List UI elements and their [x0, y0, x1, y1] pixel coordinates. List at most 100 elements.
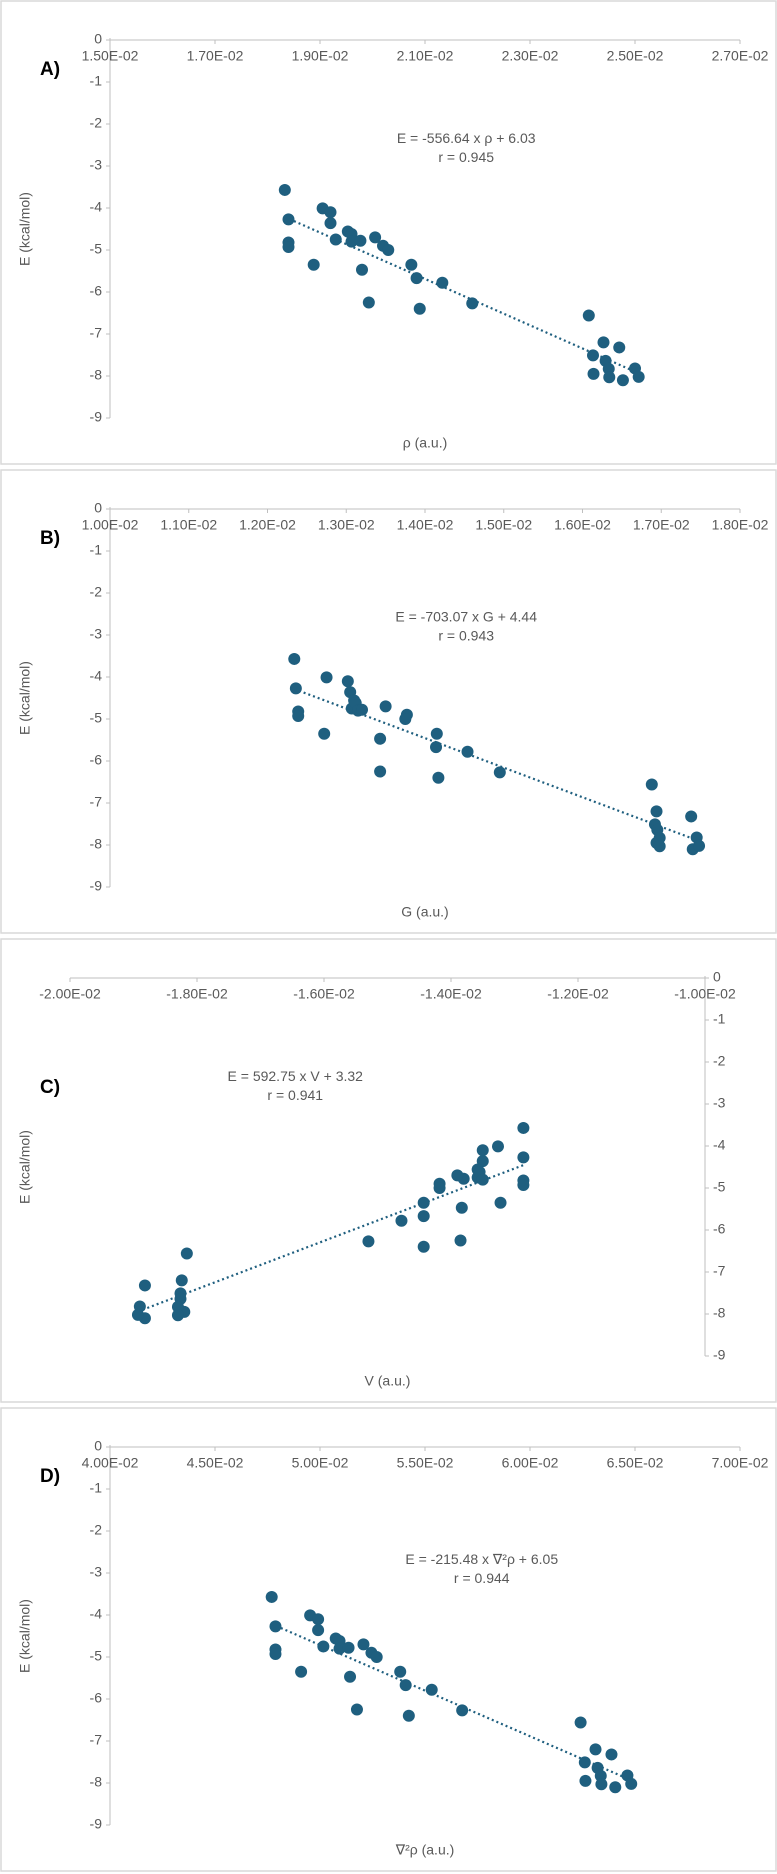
y-tick-label: -4 — [90, 668, 103, 684]
panel-letter: A) — [40, 59, 60, 80]
data-point — [432, 771, 445, 784]
x-axis-label: G (a.u.) — [401, 904, 448, 920]
data-point — [436, 276, 449, 289]
y-tick-label: -3 — [90, 1564, 103, 1580]
y-axis-label: E (kcal/mol) — [17, 192, 33, 266]
data-point — [645, 778, 658, 791]
y-tick-label: -9 — [90, 878, 103, 894]
data-point — [579, 1774, 592, 1787]
data-point — [288, 652, 301, 665]
x-tick-label: -2.00E-02 — [39, 986, 101, 1002]
y-tick-label: -9 — [713, 1347, 726, 1363]
y-axis-label: E (kcal/mol) — [17, 661, 33, 735]
x-tick-label: 1.50E-02 — [475, 517, 532, 533]
data-point — [616, 374, 629, 387]
data-point — [461, 745, 474, 758]
x-tick-label: -1.60E-02 — [293, 986, 355, 1002]
y-tick-label: 0 — [94, 1438, 102, 1454]
data-point — [693, 839, 706, 852]
data-point — [433, 1182, 446, 1194]
data-point — [609, 1781, 622, 1794]
data-point — [333, 1642, 346, 1655]
x-tick-label: 1.00E-02 — [82, 517, 139, 533]
data-point — [180, 1247, 193, 1260]
y-tick-label: -1 — [90, 542, 103, 558]
data-point — [320, 671, 333, 684]
x-axis-label: V (a.u.) — [365, 1373, 411, 1389]
data-point — [417, 1240, 430, 1253]
x-tick-label: 2.30E-02 — [502, 48, 559, 64]
data-point — [517, 1179, 530, 1192]
data-point — [345, 235, 358, 248]
y-tick-label: -5 — [90, 241, 103, 257]
data-point — [356, 263, 368, 276]
y-tick-label: -7 — [90, 794, 103, 810]
x-tick-label: 1.20E-02 — [239, 517, 296, 533]
data-point — [131, 1308, 144, 1321]
y-tick-label: -4 — [713, 1137, 726, 1153]
y-tick-label: -1 — [90, 73, 103, 89]
x-tick-label: 5.50E-02 — [397, 1455, 454, 1471]
panel-border — [0, 1407, 777, 1872]
x-tick-label: 1.80E-02 — [712, 517, 769, 533]
y-tick-label: -6 — [713, 1221, 726, 1237]
data-point — [394, 1665, 407, 1678]
data-point — [402, 1709, 415, 1722]
data-point — [587, 349, 599, 362]
data-point — [379, 700, 392, 713]
y-axis-label: E (kcal/mol) — [17, 1130, 33, 1204]
x-tick-label: 1.90E-02 — [292, 48, 349, 64]
data-point — [574, 1716, 587, 1729]
panel-border — [0, 469, 777, 934]
chart-panel: 0 -1 -2 -3 -4 -5 -6 -7 -8 -9 1.50E-02 1.70E-02 1.90E… — [0, 0, 777, 465]
data-point — [292, 710, 305, 723]
regression-annotation: r = 0.943 — [438, 628, 494, 644]
data-point — [312, 1613, 325, 1626]
data-point — [476, 1144, 489, 1157]
x-tick-label: 5.00E-02 — [292, 1455, 349, 1471]
data-point — [517, 1121, 530, 1134]
y-tick-label: -5 — [90, 1648, 103, 1664]
regression-annotation: r = 0.945 — [438, 149, 494, 165]
data-point — [595, 1778, 608, 1791]
data-point — [344, 1670, 357, 1683]
regression-annotation: E = -556.64 x ρ + 6.03 — [397, 130, 536, 146]
data-point — [324, 206, 337, 219]
y-tick-label: -3 — [713, 1095, 726, 1111]
y-tick-label: 0 — [713, 969, 721, 985]
data-point — [369, 231, 382, 244]
data-point — [289, 682, 302, 695]
y-tick-label: -2 — [90, 1522, 103, 1538]
y-tick-label: 0 — [94, 500, 102, 516]
data-point — [329, 233, 342, 246]
data-point — [653, 831, 666, 844]
regression-annotation: E = -703.07 x G + 4.44 — [395, 609, 537, 625]
y-tick-label: -5 — [90, 710, 103, 726]
chart-panel: 0 -1 -2 -3 -4 -5 -6 -7 -8 -9 -2.00E-02 -1.80E-02 -1.… — [0, 938, 777, 1403]
data-point — [451, 1169, 464, 1182]
data-point — [603, 371, 616, 384]
y-tick-label: -7 — [713, 1263, 726, 1279]
data-point — [399, 713, 412, 725]
data-point — [582, 309, 595, 322]
panel-border — [0, 0, 777, 465]
y-tick-label: -1 — [713, 1011, 726, 1027]
y-tick-label: -5 — [713, 1179, 726, 1195]
x-tick-label: 7.00E-02 — [712, 1455, 769, 1471]
data-point — [350, 1703, 363, 1716]
y-tick-label: -3 — [90, 626, 103, 642]
data-point — [354, 234, 367, 247]
x-tick-label: 1.70E-02 — [187, 48, 244, 64]
data-point — [269, 1648, 282, 1661]
data-point — [650, 805, 663, 818]
y-tick-label: -6 — [90, 1690, 103, 1706]
data-point — [282, 213, 295, 226]
data-point — [430, 741, 443, 754]
x-tick-label: 1.50E-02 — [82, 48, 139, 64]
y-tick-label: -3 — [90, 157, 103, 173]
data-point — [476, 1173, 489, 1186]
y-tick-label: -6 — [90, 752, 103, 768]
data-point — [597, 336, 610, 349]
data-point — [494, 1196, 507, 1209]
